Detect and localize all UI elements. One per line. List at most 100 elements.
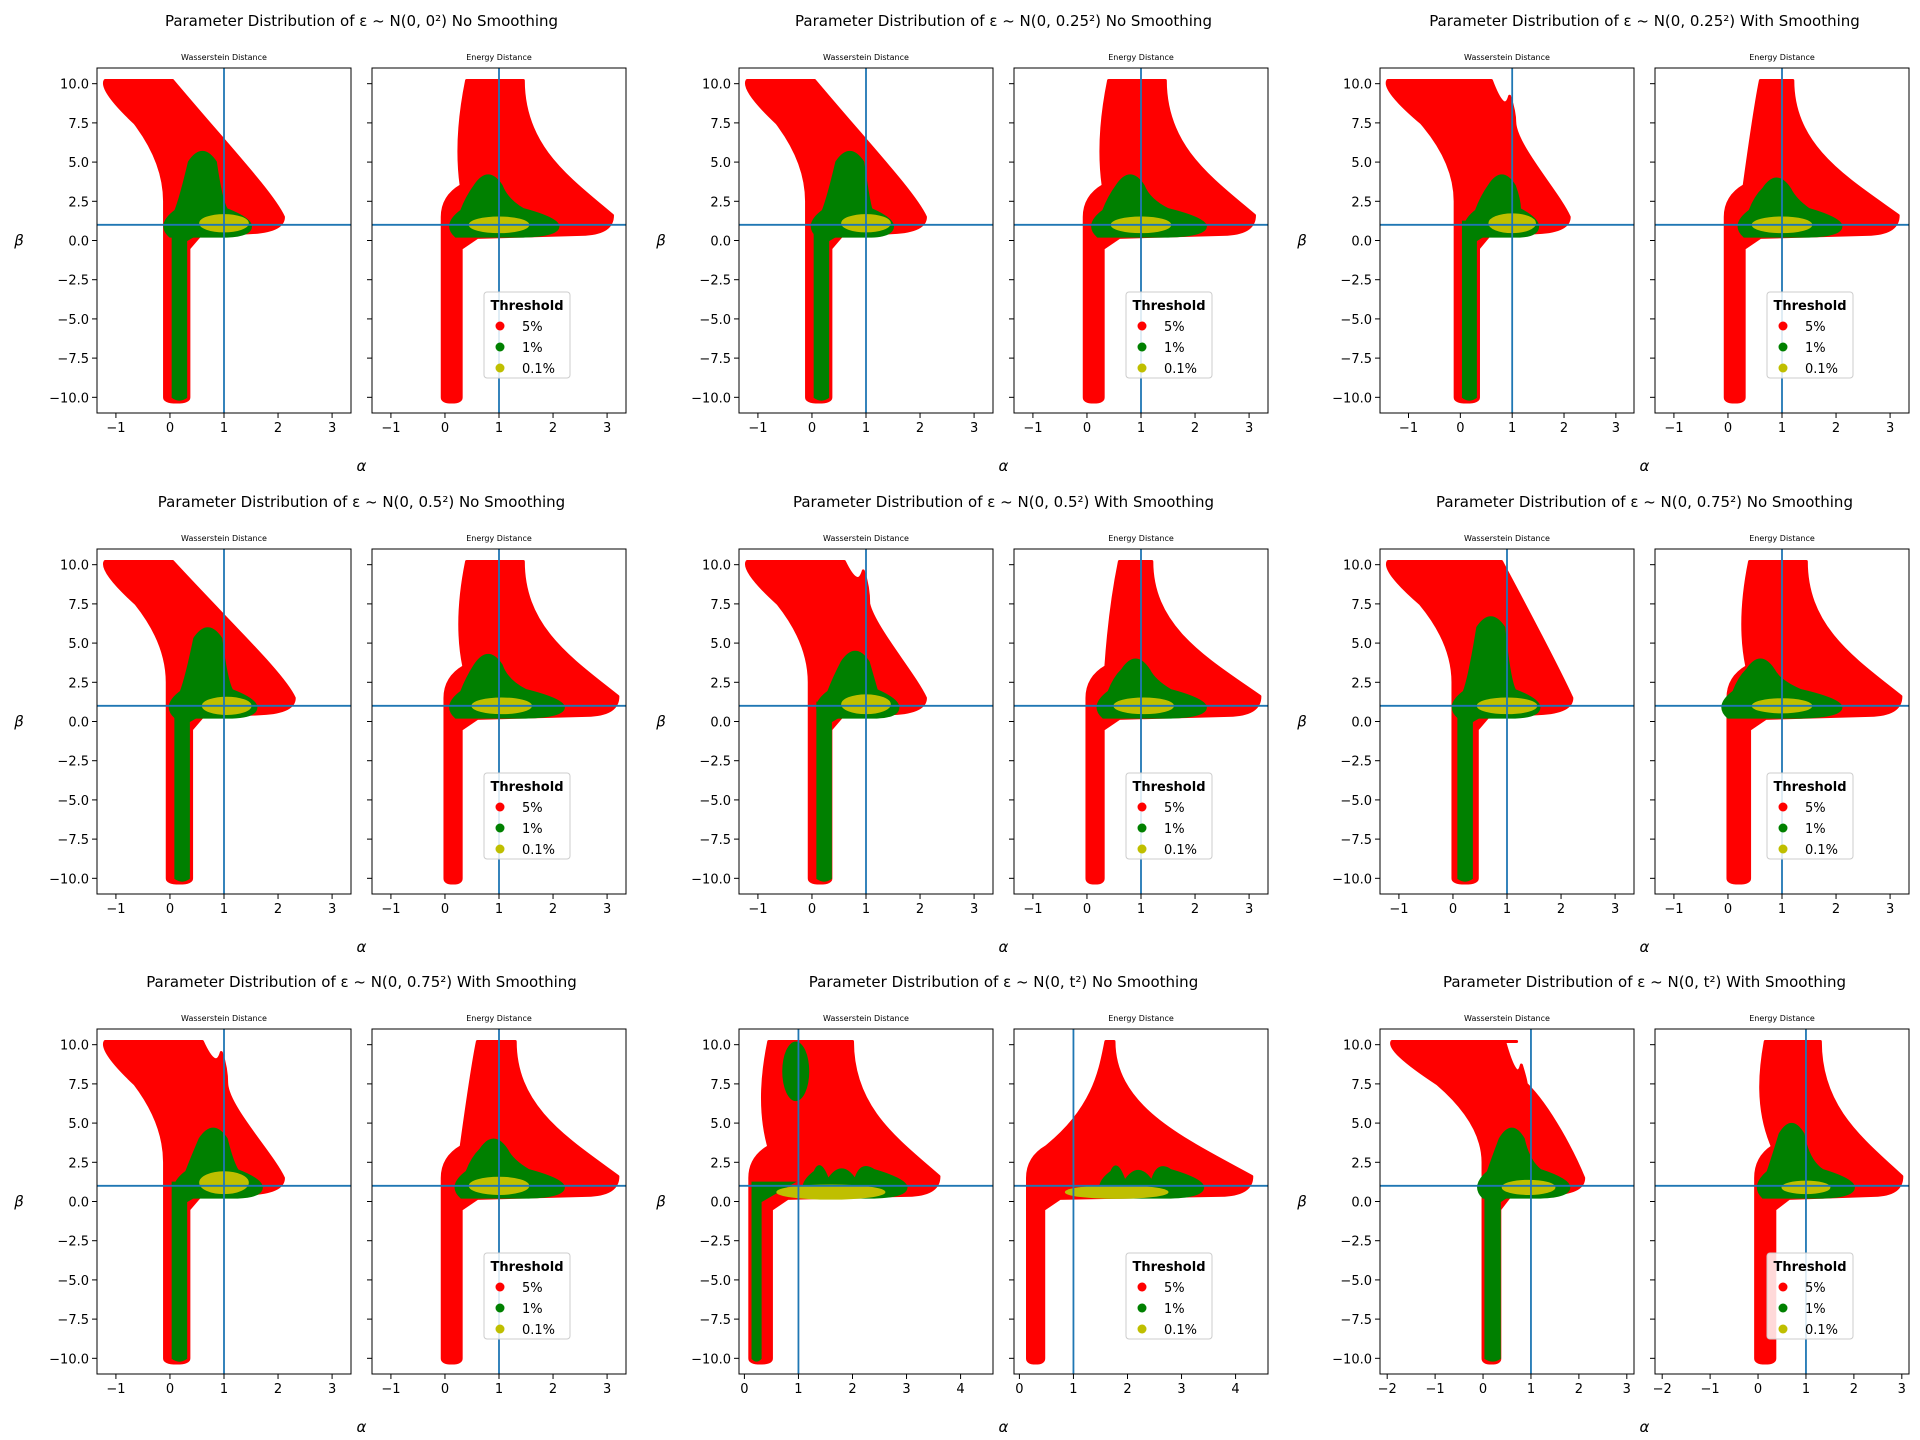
x-axis-label: α (357, 457, 367, 475)
legend-marker (1778, 342, 1788, 352)
panel-subtitle: Energy Distance (1108, 534, 1174, 543)
legend-marker (495, 363, 505, 373)
x-tick-label: 1 (495, 902, 503, 917)
x-tick-label: 0 (1083, 902, 1091, 917)
y-tick-label: −10.0 (691, 1352, 731, 1367)
y-tick-label: 5.0 (68, 1117, 89, 1132)
y-tick-label: 10.0 (702, 559, 731, 574)
y-tick-label: −10.0 (49, 872, 89, 887)
legend-box (1125, 1252, 1213, 1340)
region-5pct (1754, 1040, 1904, 1365)
region-1pct-stem (751, 1181, 797, 1362)
x-tick-label: −2 (1653, 1382, 1672, 1397)
panel-6-1: Energy Distance −1 0 1 2 3 Threshold 5% 1% 0.1% (367, 1014, 627, 1397)
region-0-1pct (1064, 1185, 1169, 1199)
region-5pct (1085, 560, 1262, 885)
y-tick-label: −7.5 (1340, 833, 1372, 848)
chart-title: Parameter Distribution of ε ~ N(0, 0.5²)… (793, 493, 1214, 511)
panel-5-1: Energy Distance −1 0 1 2 3 Threshold 5% 1% 0.1% (1650, 534, 1910, 917)
y-tick-label: −10.0 (691, 872, 731, 887)
y-axis-label: β (1296, 232, 1307, 250)
x-tick-label: 3 (1611, 902, 1619, 917)
y-tick-label: 0.0 (1351, 1196, 1372, 1211)
x-tick-label: 3 (1177, 1382, 1185, 1397)
x-axis-label: α (999, 1418, 1009, 1436)
legend-marker (495, 1282, 505, 1292)
x-tick-label: 1 (1069, 1382, 1077, 1397)
y-tick-label: 5.0 (710, 637, 731, 652)
x-tick-label: −2 (1378, 1382, 1397, 1397)
x-tick-label: 0 (441, 902, 449, 917)
chart-title: Parameter Distribution of ε ~ N(0, 0.5²)… (158, 493, 565, 511)
x-tick-label: 1 (1503, 902, 1511, 917)
y-tick-label: −2.5 (57, 1235, 89, 1250)
panel-2-0: Wasserstein Distance −1 0 1 2 3 10.0 7.5 5.0 2.5 0… (1332, 53, 1635, 436)
y-tick-label: −5.0 (57, 794, 89, 809)
panel-0-0: Wasserstein Distance −1 0 1 2 3 10.0 7.5 5.0 2.5 0… (49, 53, 352, 436)
legend-label: 1% (1805, 822, 1826, 837)
x-tick-label: 2 (274, 1382, 282, 1397)
legend-label: 1% (1805, 341, 1826, 356)
x-tick-label: 3 (1612, 421, 1620, 436)
x-tick-label: 3 (970, 902, 978, 917)
panel-3-0: Wasserstein Distance −1 0 1 2 3 10.0 7.5 5.0 2.5 0… (49, 534, 352, 917)
x-tick-label: −1 (1664, 421, 1683, 436)
y-tick-label: −10.0 (691, 391, 731, 406)
chart-title: Parameter Distribution of ε ~ N(0, 0.25²… (1429, 12, 1860, 30)
panel-2-1: Energy Distance −1 0 1 2 3 Threshold 5% 1% 0.1% (1650, 53, 1910, 436)
y-tick-label: 2.5 (1351, 195, 1372, 210)
y-tick-label: 2.5 (68, 1156, 89, 1171)
legend-title: Threshold (1132, 299, 1205, 314)
y-tick-label: −10.0 (1332, 391, 1372, 406)
legend: Threshold 5% 1% 0.1% (1125, 772, 1213, 860)
x-tick-label: 0 (1479, 1382, 1487, 1397)
y-tick-label: −2.5 (57, 274, 89, 289)
panel-4-0: Wasserstein Distance −1 0 1 2 3 10.0 7.5 5.0 2.5 0… (691, 534, 994, 917)
legend-label: 0.1% (1805, 1323, 1838, 1338)
x-tick-label: 3 (902, 1382, 910, 1397)
y-tick-label: −7.5 (1340, 352, 1372, 367)
x-tick-label: 2 (1850, 1382, 1858, 1397)
legend-title: Threshold (490, 1260, 563, 1275)
x-axis-label: α (1640, 1418, 1650, 1436)
legend-box (1125, 772, 1213, 860)
chart-title: Parameter Distribution of ε ~ N(0, 0.75²… (1436, 493, 1853, 511)
x-tick-label: 0 (1724, 902, 1732, 917)
region-5pct (102, 79, 285, 404)
x-tick-label: 3 (328, 902, 336, 917)
y-tick-label: 7.5 (68, 1078, 89, 1093)
panel-0-1: Energy Distance −1 0 1 2 3 Threshold 5% 1% 0.1% (367, 53, 627, 436)
panel-8-1: Energy Distance −2 −1 0 1 2 3 Threshold 5% 1% 0.1% (1650, 1014, 1910, 1397)
region-1pct (1477, 1127, 1571, 1199)
legend-label: 5% (1805, 320, 1826, 335)
y-tick-label: 0.0 (710, 1196, 731, 1211)
panel-subtitle: Energy Distance (1749, 53, 1815, 62)
x-tick-label: −1 (1701, 1382, 1720, 1397)
legend-title: Threshold (1773, 299, 1846, 314)
legend-marker (1137, 1303, 1147, 1313)
panel-subtitle: Wasserstein Distance (1464, 1014, 1550, 1023)
x-tick-label: 1 (220, 902, 228, 917)
legend-marker (1778, 823, 1788, 833)
legend-box (1766, 772, 1854, 860)
x-tick-label: −1 (1023, 421, 1042, 436)
legend-label: 0.1% (1164, 362, 1197, 377)
x-tick-label: −1 (1389, 902, 1408, 917)
x-tick-label: 1 (1137, 902, 1145, 917)
x-tick-label: 0 (1754, 1382, 1762, 1397)
y-tick-label: 10.0 (60, 559, 89, 574)
scatter-regions (1026, 1040, 1254, 1365)
panel-subtitle: Wasserstein Distance (181, 534, 267, 543)
x-tick-label: 2 (549, 902, 557, 917)
legend-marker (1778, 1282, 1788, 1292)
x-tick-label: 0 (166, 1382, 174, 1397)
region-0-1pct (1501, 1179, 1556, 1196)
scatter-regions (748, 1040, 941, 1365)
x-tick-label: −1 (381, 1382, 400, 1397)
region-5pct (1726, 560, 1903, 885)
scatter-regions (1385, 560, 1574, 885)
x-tick-label: 3 (603, 1382, 611, 1397)
legend-label: 5% (522, 1281, 543, 1296)
x-tick-label: 2 (1575, 1382, 1583, 1397)
